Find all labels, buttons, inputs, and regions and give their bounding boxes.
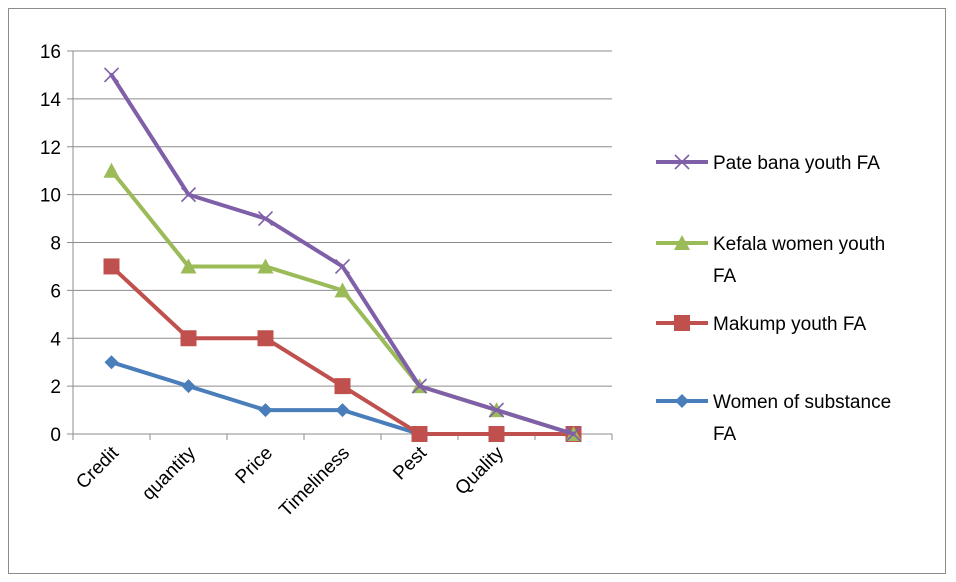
- legend-marker: [675, 394, 689, 408]
- data-point: [335, 403, 350, 418]
- data-point: [104, 355, 119, 370]
- marker-stroke: [257, 210, 274, 227]
- y-tick-label: 4: [50, 329, 61, 350]
- x-tick-label: Pest: [389, 442, 431, 484]
- legend-entry: Makump youth FA: [656, 314, 866, 335]
- x-tick-label: quantity: [138, 442, 200, 504]
- series-diamond: [104, 355, 581, 441]
- data-point: [258, 403, 273, 418]
- x-tick-label: Timeliness: [275, 443, 354, 522]
- data-point: [257, 210, 274, 227]
- y-tick-label: 8: [50, 234, 61, 255]
- data-point: [103, 67, 120, 83]
- legend-marker: [674, 235, 690, 250]
- data-point: [180, 258, 197, 274]
- legend-entry: Pate bana youth FA: [656, 153, 880, 174]
- chart-frame: [8, 8, 946, 574]
- data-point: [411, 426, 428, 442]
- data-point: [180, 330, 197, 347]
- data-point: [488, 426, 505, 442]
- y-tick-label: 0: [50, 425, 61, 446]
- data-point: [257, 330, 274, 347]
- series-x: [103, 67, 582, 442]
- marker-stroke: [180, 187, 197, 203]
- marker-stroke: [565, 426, 582, 442]
- legend-label: Pate bana youth FA: [713, 153, 880, 174]
- y-tick-label: 10: [40, 186, 61, 207]
- data-point: [103, 258, 120, 275]
- legend-entry: Kefala women youth FA: [656, 234, 885, 287]
- data-point: [103, 162, 120, 178]
- x-tick-label: Credit: [72, 442, 123, 493]
- legend-label: Kefala women youth: [713, 234, 885, 255]
- data-point: [565, 426, 582, 442]
- y-tick-label: 14: [40, 90, 62, 111]
- series: [103, 67, 582, 442]
- legend-label: Women of substance: [713, 392, 891, 413]
- data-point: [334, 258, 351, 275]
- legend: Pate bana youth FA Kefala women youth FA Ma…: [656, 153, 891, 445]
- y-tick-label: 2: [50, 377, 61, 398]
- y-tick-label: 16: [40, 42, 61, 63]
- legend-label: FA: [713, 424, 737, 445]
- data-point: [181, 379, 196, 394]
- y-tick-label: 6: [50, 281, 61, 302]
- legend-entry: Women of substance FA: [656, 392, 891, 445]
- x-tick-label: Price: [232, 443, 277, 488]
- y-tick-label: 12: [40, 138, 61, 159]
- legend-label: FA: [713, 266, 737, 287]
- marker-stroke: [488, 402, 505, 418]
- legend-marker: [674, 154, 690, 170]
- data-point: [488, 402, 505, 418]
- series-line: [109, 360, 576, 436]
- series-triangle: [103, 162, 582, 441]
- marker-stroke: [674, 154, 690, 170]
- data-point: [257, 258, 274, 274]
- marker-stroke: [103, 67, 120, 83]
- marker-stroke: [334, 258, 351, 275]
- x-tick-label: Quality: [451, 442, 508, 499]
- data-point: [180, 187, 197, 203]
- series-line: [109, 168, 576, 436]
- gridlines: [73, 50, 612, 387]
- marker-stroke: [411, 378, 428, 394]
- data-point: [334, 282, 351, 298]
- legend-marker: [674, 315, 690, 331]
- legend-label: Makump youth FA: [713, 314, 866, 335]
- data-point: [334, 378, 351, 395]
- data-point: [411, 378, 428, 394]
